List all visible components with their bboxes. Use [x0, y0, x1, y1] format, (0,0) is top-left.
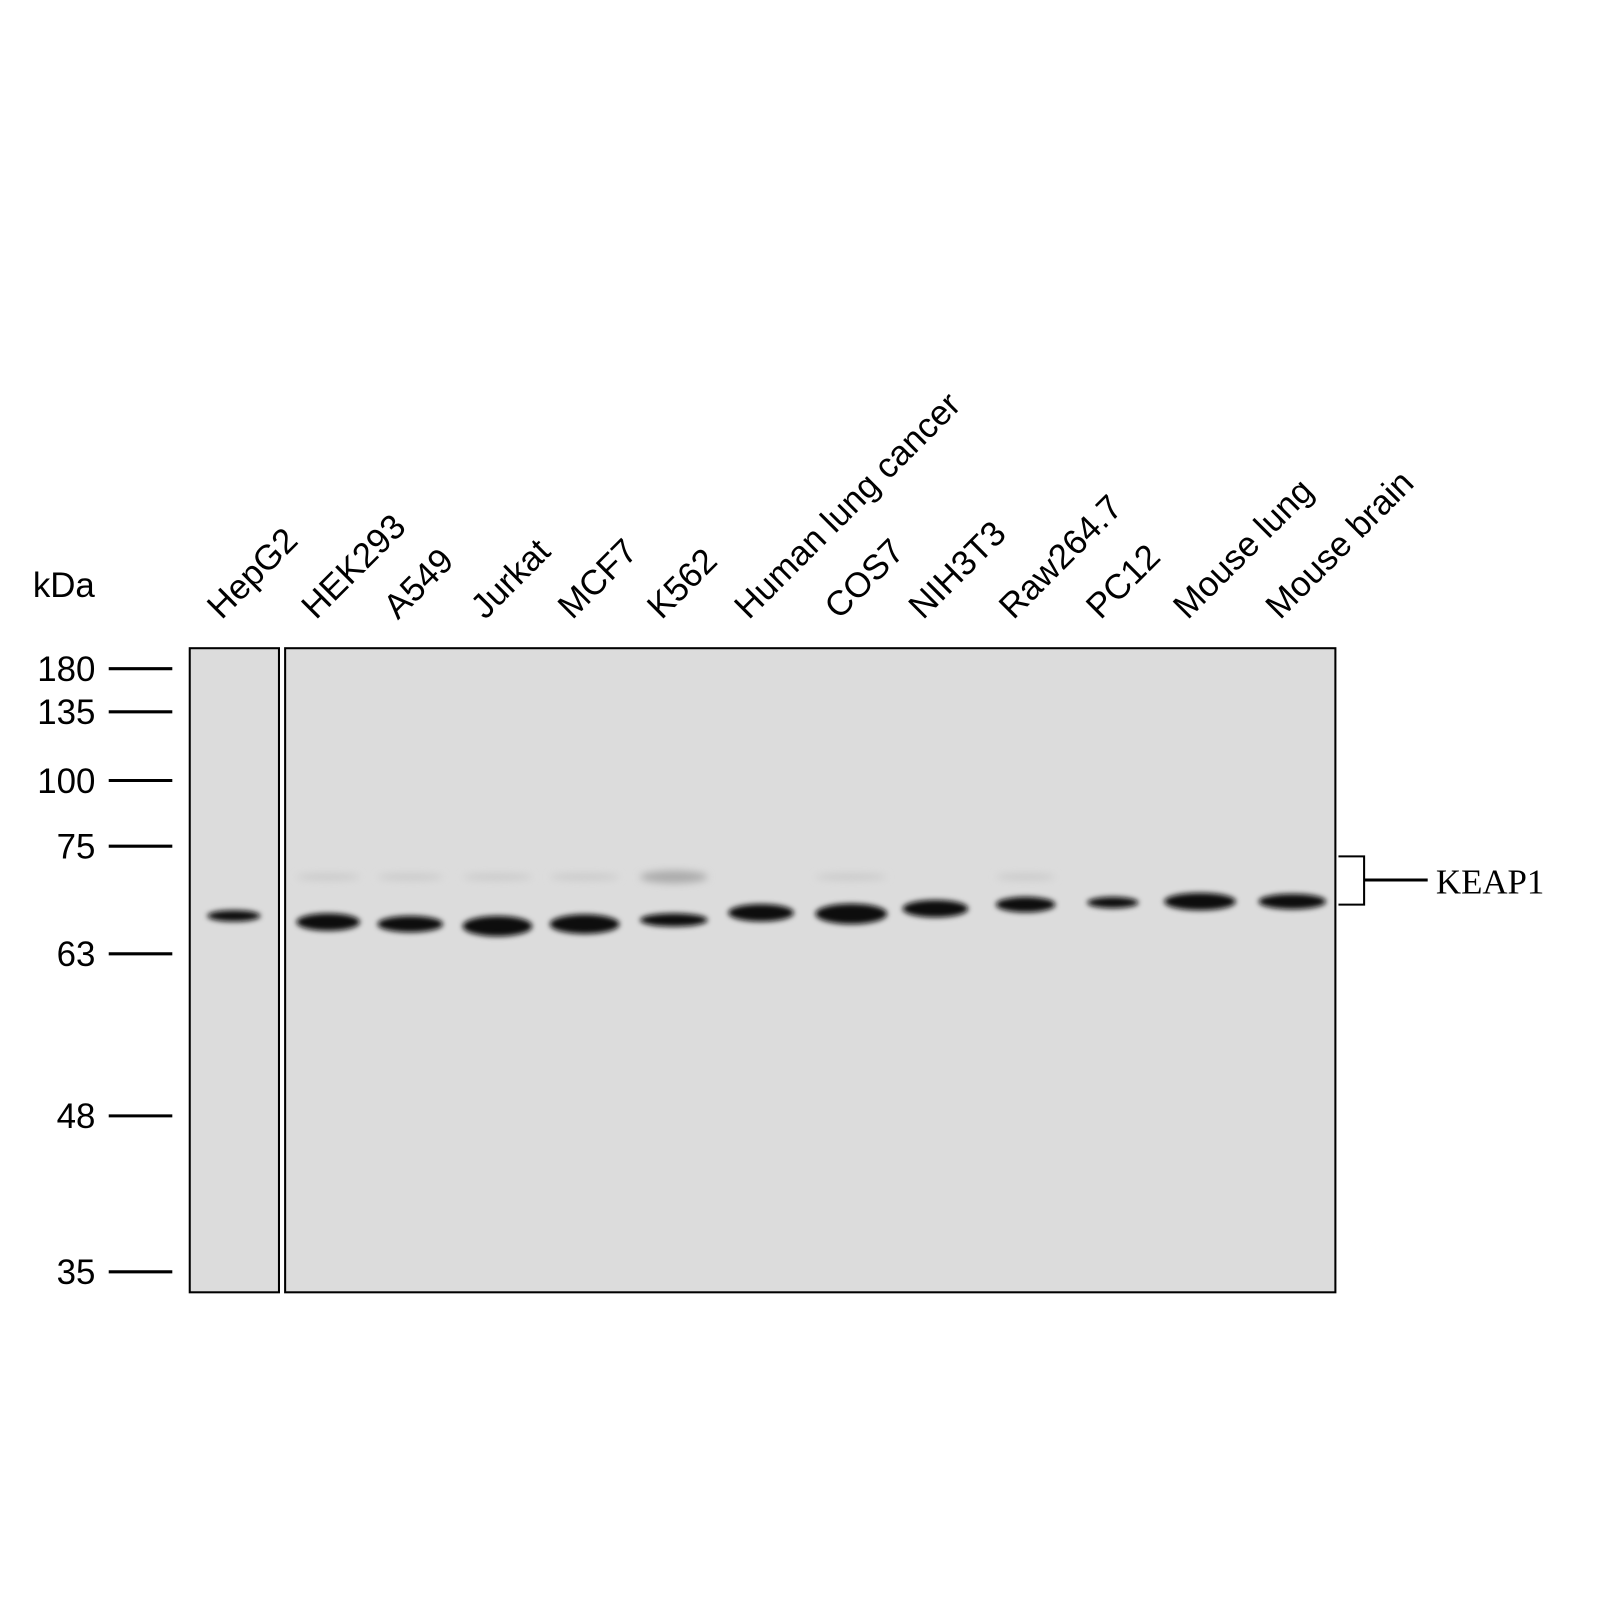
blot-panel — [284, 647, 1337, 1294]
band — [207, 910, 261, 922]
faint-band — [815, 873, 888, 880]
band — [296, 913, 360, 931]
band — [902, 900, 969, 918]
unit-label: kDa — [33, 566, 96, 605]
band — [377, 915, 444, 933]
faint-band — [549, 873, 620, 880]
marker-label: 75 — [57, 827, 96, 866]
faint-band — [640, 870, 708, 884]
faint-band — [377, 873, 444, 880]
faint-band — [296, 873, 360, 880]
band — [995, 896, 1056, 913]
marker-label: 63 — [57, 935, 96, 974]
faint-band — [995, 873, 1056, 880]
marker-label: 48 — [57, 1097, 96, 1136]
band — [1087, 896, 1139, 909]
marker-label: 100 — [37, 762, 95, 801]
marker-label: 35 — [57, 1253, 96, 1292]
band — [1164, 892, 1236, 911]
band — [728, 904, 794, 922]
band — [640, 913, 708, 927]
band — [1258, 893, 1327, 910]
blot-panel — [188, 647, 280, 1294]
marker-label: 135 — [37, 693, 95, 732]
band — [462, 915, 533, 937]
marker-label: 180 — [37, 650, 95, 689]
band — [549, 914, 620, 934]
band — [815, 903, 888, 925]
target-label: KEAP1 — [1436, 862, 1544, 901]
faint-band — [462, 873, 533, 880]
